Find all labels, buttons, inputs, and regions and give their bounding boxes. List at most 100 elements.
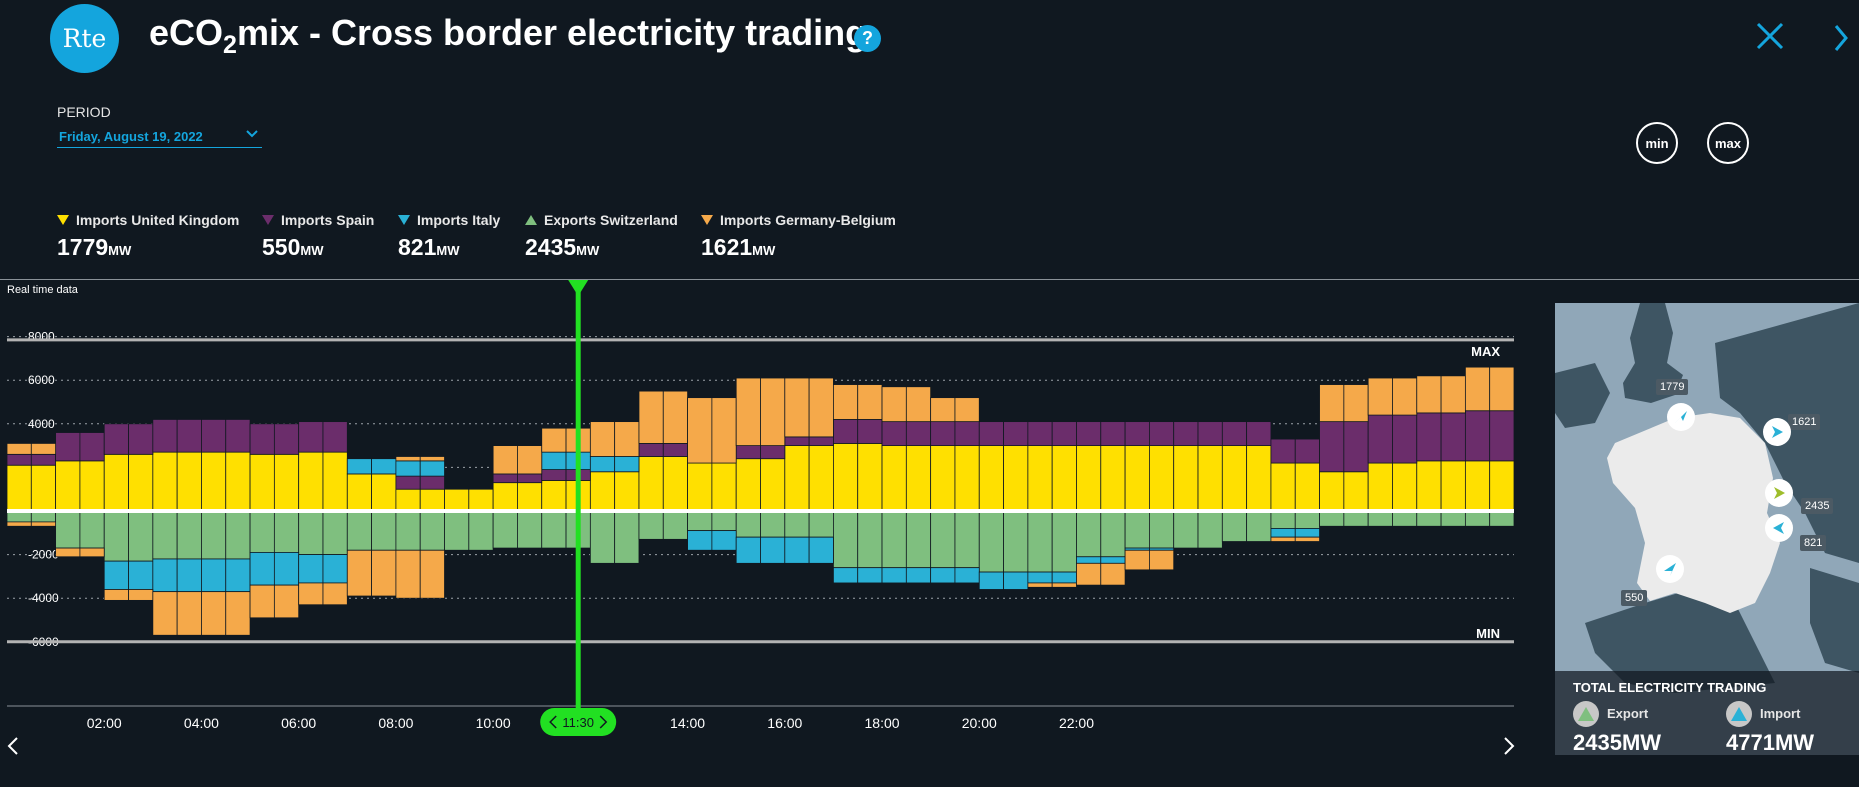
logo-text: Rte [62, 24, 107, 53]
bar-segment [589, 471, 616, 512]
total-trading-panel: TOTAL ELECTRICITY TRADING Export 2435MW … [1555, 671, 1859, 755]
bar-segment [614, 510, 640, 564]
map-badge-italy: 821 [1800, 535, 1827, 551]
y-tick-label: 4000 [28, 417, 55, 431]
bar-segment [541, 469, 567, 481]
max-button[interactable]: max [1707, 122, 1749, 164]
bar-segment [371, 549, 397, 597]
title-suffix: mix - Cross border electricity trading [236, 12, 868, 53]
bar-segment [662, 510, 688, 540]
legend-unit: MW [436, 243, 460, 258]
bar-segment [1367, 510, 1393, 527]
legend-item-switzerland[interactable]: Exports Switzerland 2435MW [525, 212, 678, 261]
bar-segment [1027, 445, 1053, 512]
bar-segment [249, 552, 275, 586]
bar-segment [905, 445, 932, 512]
bar-segment [1270, 528, 1296, 538]
bar-segment [1003, 510, 1029, 573]
triangle-down-icon [701, 215, 713, 225]
bar-segment [784, 436, 810, 447]
bar-segment [322, 582, 348, 606]
bar-segment [1294, 462, 1320, 512]
close-icon[interactable] [1752, 18, 1788, 54]
bar-segment [978, 445, 1004, 512]
bar-segment [492, 510, 518, 549]
bar-segment [371, 458, 397, 475]
bar-segment [322, 554, 348, 584]
bar-segment [541, 427, 567, 453]
cursor-left-icon [549, 715, 557, 729]
bar-segment [1124, 445, 1150, 512]
bar-segment [1489, 460, 1515, 512]
bar-segment [1149, 549, 1175, 571]
bar-segment [711, 530, 737, 551]
bar-segment [760, 536, 786, 564]
bar-segment [201, 419, 227, 453]
bar-segment [760, 458, 786, 512]
legend-label: Imports United Kingdom [76, 212, 240, 228]
bar-segment [1489, 410, 1515, 462]
bar-segment [346, 510, 372, 551]
legend-item-germany-belgium[interactable]: Imports Germany-Belgium 1621MW [701, 212, 896, 261]
bar-segment [55, 432, 81, 462]
legend-item-uk[interactable]: Imports United Kingdom 1779MW [57, 212, 239, 261]
bar-segment [760, 377, 786, 446]
legend-label: Imports Spain [281, 212, 375, 228]
bar-segment [1173, 421, 1199, 446]
bar-segment [857, 510, 883, 569]
bar-segment [419, 510, 445, 551]
bar-segment [1270, 438, 1296, 464]
bar-segment [176, 591, 202, 636]
cursor-right-icon [599, 715, 608, 729]
bar-segment [857, 443, 883, 512]
period-value: Friday, August 19, 2022 [59, 129, 203, 144]
bar-segment [30, 464, 57, 512]
legend-unit: MW [108, 243, 132, 258]
bar-segment [638, 510, 664, 540]
legend-value: 2435 [525, 234, 577, 260]
bar-segment [711, 462, 737, 512]
import-label: Import [1760, 706, 1801, 721]
bar-segment [1246, 445, 1272, 512]
period-dropdown[interactable]: Friday, August 19, 2022 [57, 126, 262, 148]
bar-segment [225, 591, 251, 636]
bar-segment [930, 421, 956, 446]
bar-segment [760, 445, 786, 460]
bar-segment [419, 488, 445, 512]
bar-segment [346, 473, 372, 512]
bar-segment [1221, 445, 1248, 512]
trading-chart[interactable]: 80006000400020000-2000-4000-6000MAXMIN02… [0, 270, 1530, 770]
triangle-down-icon [262, 215, 274, 225]
map-badge-uk: 1779 [1656, 379, 1689, 395]
bar-segment [1124, 421, 1150, 446]
bar-segment [760, 510, 786, 538]
bar-segment [711, 397, 737, 464]
bar-segment [1149, 510, 1175, 549]
bar-segment [687, 510, 713, 532]
bar-segment [225, 451, 251, 512]
bar-segment [1027, 510, 1053, 573]
bar-segment [492, 482, 518, 512]
bar-segment [1197, 421, 1223, 446]
chevron-left-icon[interactable] [6, 735, 20, 757]
legend-item-italy[interactable]: Imports Italy 821MW [398, 212, 500, 261]
bar-segment [273, 552, 300, 586]
bar-segment [249, 423, 275, 455]
x-tick-label: 18:00 [865, 715, 900, 731]
chevron-right-icon[interactable] [1502, 735, 1516, 757]
legend-item-spain[interactable]: Imports Spain 550MW [262, 212, 374, 261]
min-button[interactable]: min [1636, 122, 1678, 164]
bar-segment [419, 456, 445, 462]
help-icon[interactable]: ? [854, 25, 881, 52]
rte-logo[interactable]: Rte [50, 4, 119, 73]
bar-segment [176, 510, 202, 560]
bar-segment [6, 443, 32, 455]
bar-segment [103, 589, 129, 601]
bar-segment [201, 510, 227, 560]
bar-segment [322, 510, 348, 555]
chevron-right-icon[interactable] [1830, 18, 1852, 58]
bar-segment [662, 390, 688, 444]
bar-segment [1319, 384, 1345, 423]
bar-segment [1343, 510, 1369, 527]
bar-segment [1416, 412, 1442, 462]
